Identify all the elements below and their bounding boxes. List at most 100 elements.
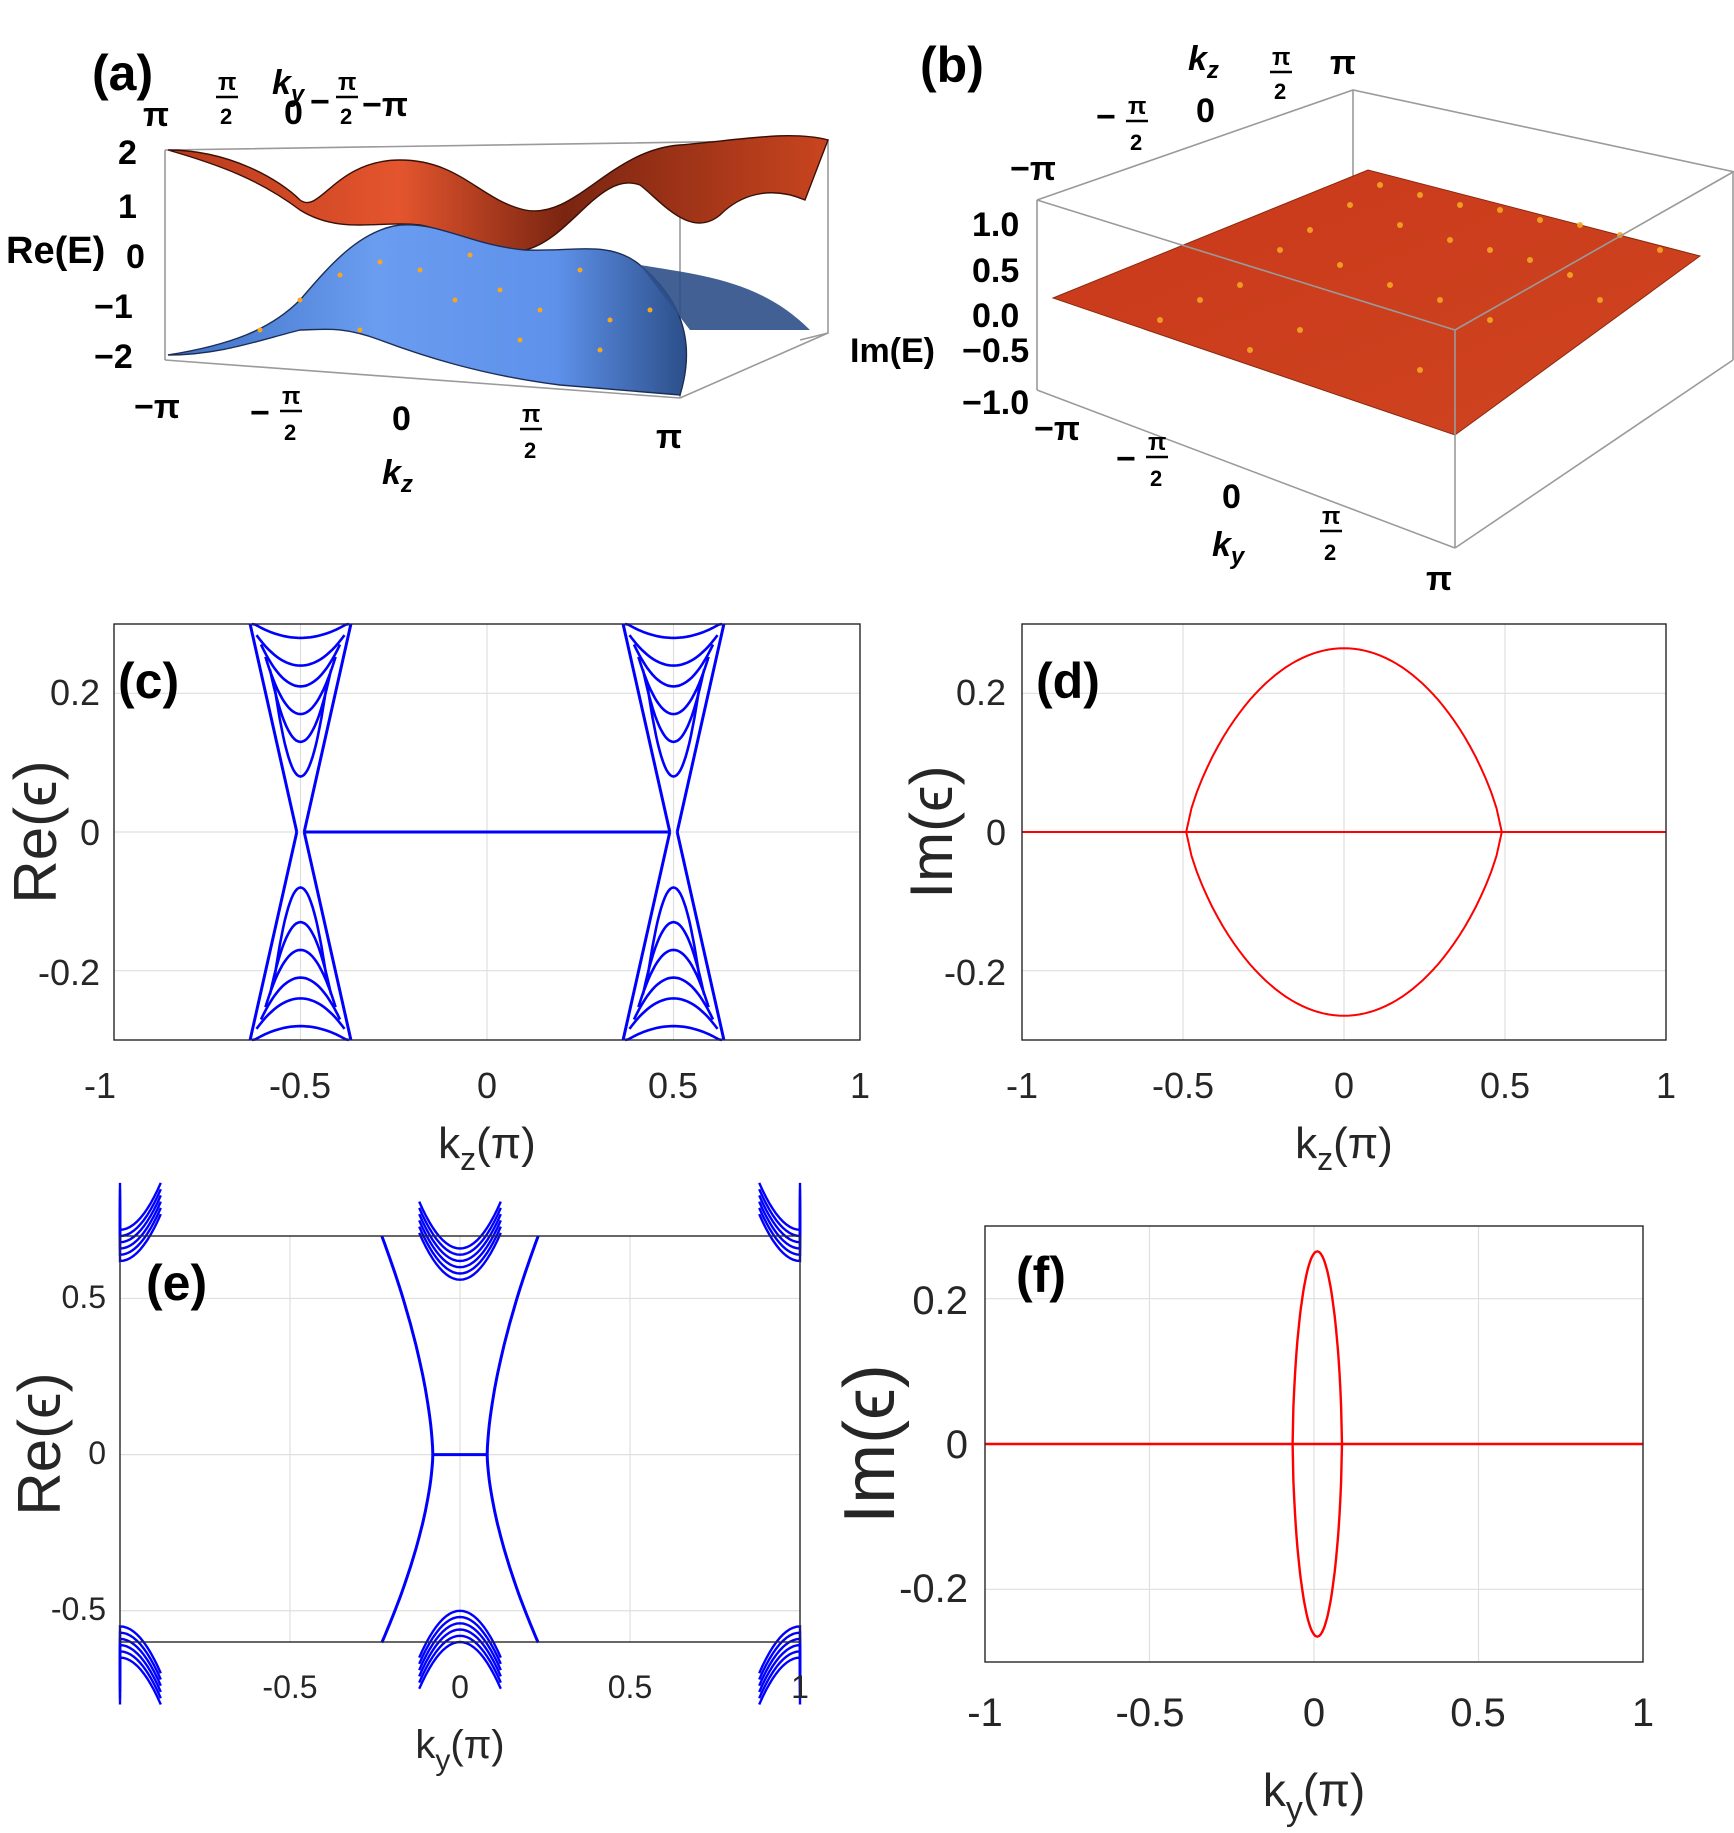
c-data-lines [248, 622, 726, 1042]
b-ky-tick-pi2-num: π [1322, 503, 1340, 530]
c-bulk-band-dn-0-5 [251, 1024, 350, 1042]
a-kz-tick-mpi2-num: π [282, 383, 300, 410]
a-kz-tick-mpi: −π [134, 388, 180, 426]
a-ky-tick-0: 0 [284, 94, 303, 132]
d-xtick-05: 0.5 [1480, 1065, 1530, 1106]
c-xtick-m05: -0.5 [269, 1065, 331, 1106]
c-bulk-band-up-1-0 [646, 684, 701, 778]
c-bulk-band-up-1-2 [637, 656, 710, 716]
c-bulk-band-dn-0-3 [259, 976, 342, 1021]
b-speckles [1157, 182, 1663, 373]
c-ytick-m02: -0.2 [38, 952, 100, 993]
b-ztick-top-pi: −π [1010, 150, 1056, 188]
e-ytick-05: 0.5 [62, 1279, 106, 1315]
b-ztick-05: 0.5 [972, 252, 1019, 290]
b-ztick-1: 1.0 [972, 206, 1019, 244]
c-bulk-band-dn-1-0 [646, 886, 701, 980]
e-pocket-0-1 [418, 1226, 502, 1275]
a-ky-tick-pi2-num: π [218, 69, 236, 96]
e-xtick-1: 1 [791, 1669, 809, 1705]
d-xtick-m1: -1 [1006, 1065, 1038, 1106]
c-bulk-band-up-0-1 [268, 669, 333, 744]
b-ky-tick-mpi2-num: π [1148, 429, 1166, 456]
e-data-lines [118, 1182, 802, 1705]
d-lower-arc [1185, 831, 1503, 1017]
e-surface-arc-dn-1 [485, 1454, 540, 1644]
c-bulk-band-up-0-0 [273, 684, 328, 778]
e-xtick-05: 0.5 [608, 1669, 652, 1705]
a-ztick-2: 2 [118, 134, 137, 172]
f-ytick-02: 0.2 [912, 1279, 968, 1323]
e-pocket-2-5 [118, 1182, 162, 1232]
a-ky-tick-pi: π [143, 96, 169, 134]
c-bulk-band-up-0-4 [255, 634, 346, 667]
b-box-bottom-front [1036, 389, 1456, 549]
c-xtick-1: 1 [850, 1065, 870, 1106]
c-bulk-band-up-1-4 [628, 634, 719, 667]
e-pocket-1-4 [418, 1634, 502, 1684]
d-ytick-0: 0 [986, 812, 1006, 853]
panel-d-plot: (d) -1 -0.5 0 0.5 1 0.2 0 -0.2 kz(π) Im(… [898, 623, 1676, 1177]
b-ky-tick-mpi: −π [1034, 410, 1080, 448]
e-ytick-0: 0 [88, 1435, 106, 1471]
c-bulk-band-up-1-5 [624, 622, 723, 640]
a-kz-tick-mpi2-den: 2 [284, 420, 296, 445]
c-edge-dn-right-1 [675, 831, 726, 1041]
f-ytick-m02: -0.2 [899, 1567, 968, 1611]
e-pocket-1-0 [418, 1609, 502, 1659]
a-ky-label: ky [272, 64, 306, 108]
e-surface-arc-dn-0 [380, 1454, 435, 1644]
c-bulk-band-up-1-3 [632, 643, 715, 688]
f-ylabel: Im(ϵ) [830, 1364, 910, 1524]
c-xtick-m1: -1 [84, 1065, 116, 1106]
e-pocket-0-0 [418, 1232, 502, 1281]
a-kz-tick-pi: π [656, 418, 682, 456]
e-xtick-m05: -0.5 [262, 1669, 317, 1705]
c-bulk-band-dn-1-1 [641, 920, 706, 995]
b-ztick-m1: −1.0 [962, 384, 1029, 422]
c-edge-up-right-1 [675, 623, 726, 833]
d-xtick-0: 0 [1334, 1065, 1354, 1106]
c-edge-dn-right-0 [302, 831, 353, 1041]
d-xtick-1: 1 [1656, 1065, 1676, 1106]
c-bulk-band-dn-1-5 [624, 1024, 723, 1042]
b-ky-tick-0: 0 [1222, 478, 1241, 516]
a-ztick-0: 0 [126, 238, 145, 276]
e-pocket-0-3 [418, 1213, 502, 1263]
f-xtick-0: 0 [1303, 1691, 1325, 1735]
e-pocket-0-2 [418, 1219, 502, 1269]
b-box-top-right [1454, 171, 1734, 331]
e-pocket-1-2 [418, 1622, 502, 1671]
a-box-back [164, 139, 829, 341]
e-surface-arc-up-0 [380, 1235, 435, 1455]
b-kz-tick-mpi2-minus: − [1096, 98, 1116, 136]
c-bulk-band-dn-1-2 [637, 948, 710, 1008]
d-axes-frame [1021, 623, 1667, 1041]
a-kz-label: kz [382, 454, 413, 498]
b-kz-tick-0: 0 [1196, 92, 1215, 130]
a-ztick-1: 1 [118, 188, 137, 226]
e-pocket-3-5 [758, 1182, 802, 1232]
a-ky-tick-mpi2-den: 2 [340, 104, 352, 129]
b-ztick-m05: −0.5 [962, 332, 1029, 370]
e-pocket-1-3 [418, 1628, 502, 1677]
c-bulk-band-dn-1-4 [628, 997, 719, 1030]
c-ytick-0: 0 [80, 812, 100, 853]
c-bulk-band-up-0-2 [264, 656, 337, 716]
c-bulk-band-up-0-3 [259, 643, 342, 688]
c-ytick-02: 0.2 [50, 672, 100, 713]
c-edge-dn-left-1 [621, 831, 672, 1041]
b-kz-tick-mpi2-num: π [1128, 93, 1146, 120]
f-xlabel: ky(π) [1263, 1764, 1365, 1828]
e-surface-arc-up-1 [485, 1235, 540, 1455]
panel-a-letter: (a) [92, 45, 153, 101]
f-xtick-m05: -0.5 [1116, 1691, 1185, 1735]
c-ylabel: Re(ϵ) [2, 760, 69, 903]
d-ylabel: Im(ϵ) [898, 765, 965, 898]
c-bulk-band-dn-0-1 [268, 920, 333, 995]
f-data-lines [985, 1250, 1643, 1638]
a-kz-tick-0: 0 [392, 400, 411, 438]
panel-e-plot: (e) -0.5 0 0.5 1 0.5 0 -0.5 ky(π) Re(ϵ) [6, 1182, 809, 1777]
